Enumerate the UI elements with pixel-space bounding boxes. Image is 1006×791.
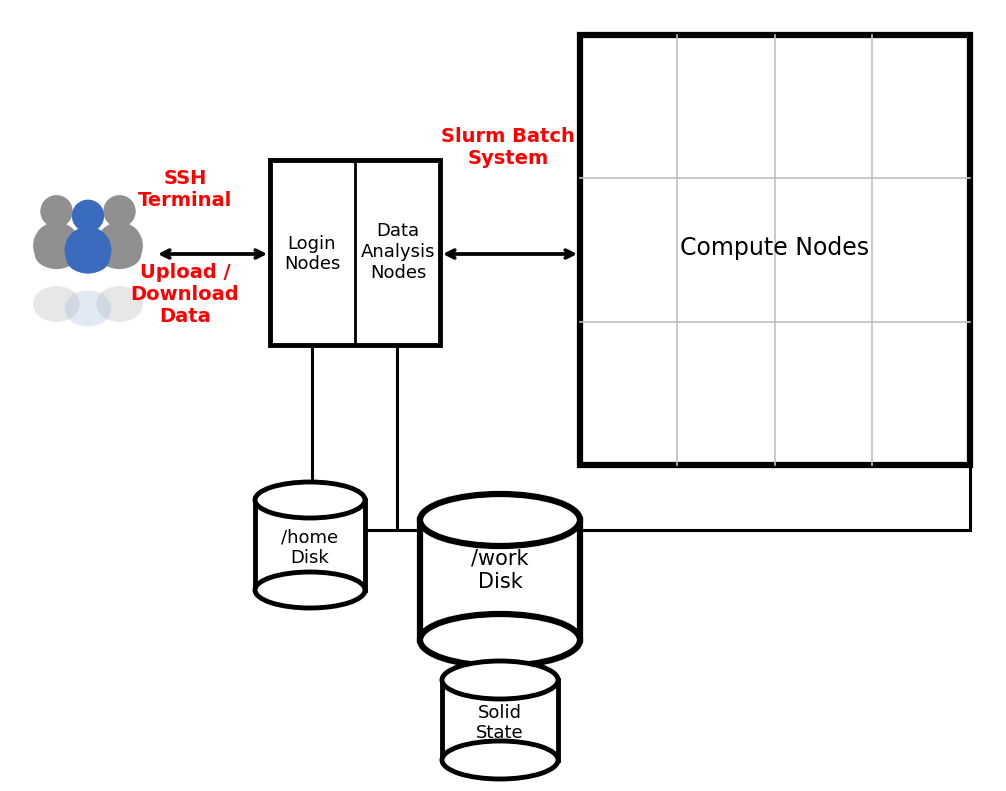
Ellipse shape: [35, 240, 78, 269]
Ellipse shape: [255, 572, 365, 608]
Ellipse shape: [40, 195, 72, 228]
Bar: [580, 35, 970, 465]
Text: /work
Disk: /work Disk: [471, 548, 529, 592]
Ellipse shape: [420, 614, 580, 666]
Ellipse shape: [66, 244, 110, 274]
Ellipse shape: [64, 290, 112, 327]
Text: Upload /
Download
Data: Upload / Download Data: [131, 263, 239, 327]
Text: Slurm Batch
System: Slurm Batch System: [441, 127, 575, 168]
Polygon shape: [255, 500, 365, 590]
Text: /home
Disk: /home Disk: [282, 528, 339, 567]
Ellipse shape: [33, 286, 79, 322]
Text: Login
Nodes: Login Nodes: [284, 235, 340, 274]
Ellipse shape: [104, 195, 136, 228]
Text: Data
Analysis
Nodes: Data Analysis Nodes: [361, 222, 436, 282]
Ellipse shape: [420, 494, 580, 546]
Text: SSH
Terminal: SSH Terminal: [138, 169, 232, 210]
Ellipse shape: [97, 222, 143, 269]
Bar: [270, 160, 440, 345]
Ellipse shape: [442, 741, 558, 779]
Ellipse shape: [255, 482, 365, 518]
Polygon shape: [420, 520, 580, 640]
Ellipse shape: [97, 286, 143, 322]
Ellipse shape: [71, 199, 105, 232]
Ellipse shape: [64, 226, 112, 274]
Ellipse shape: [442, 661, 558, 699]
Text: Compute Nodes: Compute Nodes: [680, 236, 869, 260]
Ellipse shape: [33, 222, 79, 269]
Text: Solid
State: Solid State: [476, 704, 524, 743]
Ellipse shape: [98, 240, 141, 269]
Polygon shape: [442, 680, 558, 760]
